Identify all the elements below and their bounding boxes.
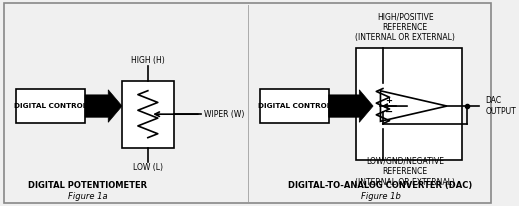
- Bar: [356, 48, 462, 160]
- Polygon shape: [85, 90, 122, 122]
- Text: Figure 1a: Figure 1a: [68, 192, 107, 201]
- Text: LOW (L): LOW (L): [133, 163, 163, 172]
- Polygon shape: [329, 90, 373, 122]
- Bar: [122, 81, 174, 148]
- Text: DIGITAL POTENTIOMETER: DIGITAL POTENTIOMETER: [28, 181, 147, 190]
- Text: −: −: [385, 107, 393, 117]
- Polygon shape: [380, 91, 447, 121]
- Text: DIGITAL CONTROL: DIGITAL CONTROL: [258, 103, 331, 109]
- Text: +: +: [385, 96, 392, 105]
- Text: DIGITAL-TO-ANALOG CONVERTER (DAC): DIGITAL-TO-ANALOG CONVERTER (DAC): [289, 181, 473, 190]
- Text: Figure 1b: Figure 1b: [361, 192, 400, 201]
- Text: HIGH (H): HIGH (H): [131, 56, 165, 65]
- Text: HIGH/POSITIVE
REFERENCE
(INTERNAL OR EXTERNAL): HIGH/POSITIVE REFERENCE (INTERNAL OR EXT…: [355, 13, 455, 42]
- FancyBboxPatch shape: [16, 89, 85, 123]
- Text: WIPER (W): WIPER (W): [204, 110, 244, 119]
- Text: DAC
OUTPUT: DAC OUTPUT: [485, 96, 516, 116]
- FancyBboxPatch shape: [260, 89, 329, 123]
- Text: LOW/GND/NEGATIVE
REFERENCE
(INTERNAL OR EXTERNAL): LOW/GND/NEGATIVE REFERENCE (INTERNAL OR …: [355, 157, 455, 187]
- Text: DIGITAL CONTROL: DIGITAL CONTROL: [14, 103, 87, 109]
